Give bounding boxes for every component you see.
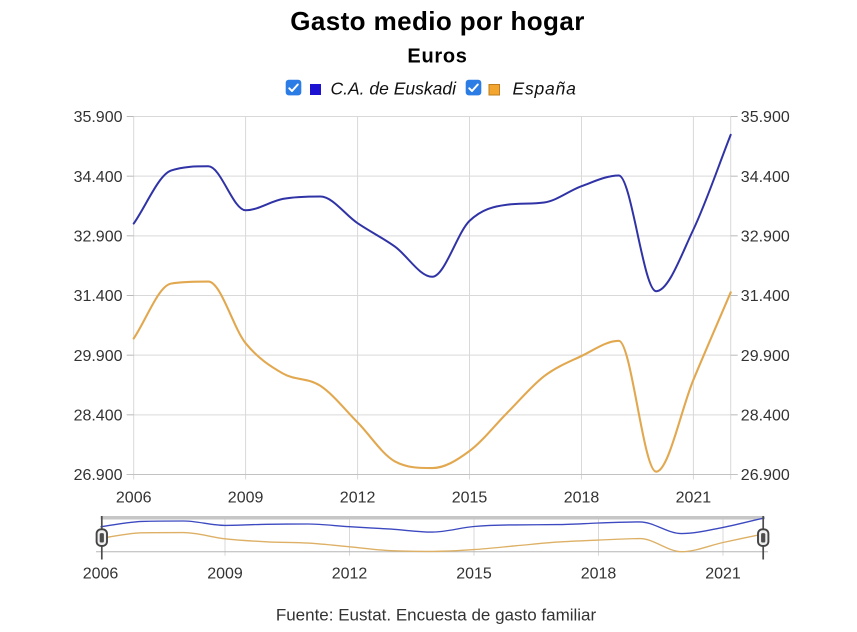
svg-text:2018: 2018 <box>564 489 600 506</box>
svg-text:2012: 2012 <box>332 566 368 583</box>
svg-text:2009: 2009 <box>207 566 243 583</box>
svg-text:Gasto medio por hogar: Gasto medio por hogar <box>290 6 584 36</box>
svg-text:35.900: 35.900 <box>741 109 790 126</box>
svg-text:26.900: 26.900 <box>741 467 790 484</box>
svg-text:Euros: Euros <box>407 46 467 68</box>
svg-text:26.900: 26.900 <box>74 467 123 484</box>
svg-text:2021: 2021 <box>676 489 712 506</box>
svg-text:28.400: 28.400 <box>741 408 790 425</box>
svg-text:C.A. de Euskadi: C.A. de Euskadi <box>331 79 458 99</box>
svg-text:29.900: 29.900 <box>74 348 123 365</box>
svg-text:2018: 2018 <box>581 566 617 583</box>
svg-text:2012: 2012 <box>340 489 376 506</box>
svg-text:España: España <box>513 79 577 99</box>
svg-text:34.400: 34.400 <box>741 169 790 186</box>
svg-text:2009: 2009 <box>228 489 264 506</box>
svg-text:32.900: 32.900 <box>74 229 123 246</box>
svg-text:31.400: 31.400 <box>74 288 123 305</box>
svg-text:Fuente: Eustat. Encuesta de ga: Fuente: Eustat. Encuesta de gasto famili… <box>276 606 597 625</box>
svg-text:31.400: 31.400 <box>741 288 790 305</box>
svg-text:2006: 2006 <box>83 566 119 583</box>
svg-text:2006: 2006 <box>116 489 152 506</box>
svg-text:2015: 2015 <box>452 489 488 506</box>
svg-text:32.900: 32.900 <box>741 229 790 246</box>
svg-text:34.400: 34.400 <box>74 169 123 186</box>
svg-text:29.900: 29.900 <box>741 348 790 365</box>
svg-text:2021: 2021 <box>705 566 741 583</box>
svg-text:35.900: 35.900 <box>74 109 123 126</box>
svg-text:28.400: 28.400 <box>74 408 123 425</box>
svg-text:2015: 2015 <box>456 566 492 583</box>
